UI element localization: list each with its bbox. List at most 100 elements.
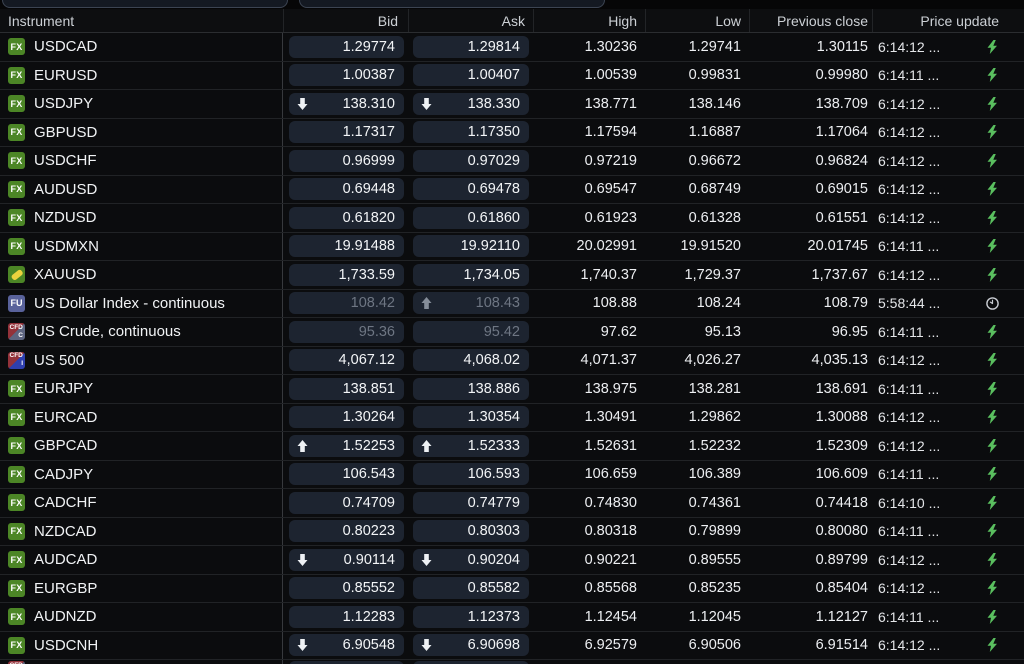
instrument-row[interactable]: FX NZDCAD 0.80223 0.80303 0.80318 0.7989…	[0, 517, 1024, 546]
ask-pill[interactable]: 0.90204	[413, 548, 529, 571]
high-value: 20.02991	[576, 238, 637, 255]
bid-pill[interactable]: 1.52253	[289, 434, 404, 457]
ask-cell: 1.29814	[408, 33, 533, 61]
ask-pill[interactable]: 138.886	[413, 377, 529, 400]
ask-pill[interactable]: 108.43	[413, 292, 529, 315]
ask-pill[interactable]: 0.74779	[413, 491, 529, 514]
high-value: 138.771	[584, 95, 637, 112]
ask-pill[interactable]: 1.00407	[413, 64, 529, 87]
bid-pill[interactable]: 138.851	[289, 377, 404, 400]
ask-pill[interactable]: 1.17350	[413, 121, 529, 144]
instrument-row[interactable]: FX GBPCAD 1.52253 1.52333 1.52631 1.5223…	[0, 432, 1024, 461]
fx-icon: FX	[8, 636, 25, 654]
high-value: 106.659	[584, 466, 637, 483]
instrument-row[interactable]: FX USDCAD 1.29774 1.29814 1.30236 1.2974…	[0, 33, 1024, 62]
status-icon-container	[968, 609, 1016, 624]
instrument-row[interactable]: CFD C US Crude, continuous 95.36 95.42 97…	[0, 318, 1024, 347]
bid-pill[interactable]: 6.90548	[289, 634, 404, 657]
previous-close-value: 0.99980	[815, 67, 868, 84]
toolbar-field-right[interactable]	[299, 0, 605, 8]
bid-pill[interactable]: 138.310	[289, 92, 404, 115]
bid-pill[interactable]: 0.96999	[289, 149, 404, 172]
bid-pill[interactable]: 0.74709	[289, 491, 404, 514]
ask-pill[interactable]: 1.12373	[413, 605, 529, 628]
previous-close-value: 1.52309	[815, 437, 868, 454]
ask-pill[interactable]: 95.42	[413, 320, 529, 343]
toolbar-field-left[interactable]	[2, 0, 288, 8]
bid-pill[interactable]: 108.42	[289, 292, 404, 315]
instrument-row[interactable]: FX NZDUSD 0.61820 0.61860 0.61923 0.6132…	[0, 204, 1024, 233]
instrument-row[interactable]: FX AUDCAD 0.90114 0.90204 0.90221 0.8955…	[0, 546, 1024, 575]
high-value: 0.97219	[584, 152, 637, 169]
ask-pill[interactable]: 1.30354	[413, 406, 529, 429]
column-header-previous-close[interactable]: Previous close	[749, 9, 872, 32]
column-header-low[interactable]: Low	[645, 9, 749, 32]
instrument-row[interactable]: FX EURCAD 1.30264 1.30354 1.30491 1.2986…	[0, 403, 1024, 432]
instrument-row[interactable]: FU US Dollar Index - continuous 108.42 1…	[0, 289, 1024, 318]
ask-price: 108.43	[475, 295, 520, 312]
instrument-row[interactable]: FX AUDUSD 0.69448 0.69478 0.69547 0.6874…	[0, 175, 1024, 204]
bid-pill[interactable]: 4,067.12	[289, 349, 404, 372]
ask-pill[interactable]: 0.97029	[413, 149, 529, 172]
high-value: 6.92579	[584, 637, 637, 654]
ask-pill[interactable]: 106.593	[413, 463, 529, 486]
column-header-bid[interactable]: Bid	[283, 9, 408, 32]
column-header-price-update[interactable]: Price update	[872, 9, 1024, 32]
low-value: 1,729.37	[684, 266, 741, 283]
bid-pill[interactable]: 1.29774	[289, 35, 404, 58]
instrument-row[interactable]: FX USDMXN 19.91488 19.92110 20.02991 19.…	[0, 232, 1024, 261]
ask-pill[interactable]: 1.29814	[413, 35, 529, 58]
bid-pill[interactable]: 1.17317	[289, 121, 404, 144]
instrument-row[interactable]: FX EURGBP 0.85552 0.85582 0.85568 0.8523…	[0, 574, 1024, 603]
instrument-cell: FX EURUSD	[0, 61, 283, 89]
ask-pill[interactable]: 0.85582	[413, 577, 529, 600]
ask-cell: 138.886	[408, 375, 533, 403]
instrument-row[interactable]: FX CADCHF 0.74709 0.74779 0.74830 0.7436…	[0, 489, 1024, 518]
instrument-row[interactable]: FX CADJPY 106.543 106.593 106.659 106.38…	[0, 460, 1024, 489]
instrument-row[interactable]: FX USDJPY 138.310 138.330 138.771 138.14…	[0, 90, 1024, 119]
ask-pill[interactable]: 1,734.05	[413, 263, 529, 286]
column-header-ask[interactable]: Ask	[408, 9, 533, 32]
instrument-row[interactable]: XAUUSD 1,733.59 1,734.05 1,740.37 1,729.…	[0, 261, 1024, 290]
price-update-cell: 6:14:12 ...	[872, 347, 1024, 375]
ask-pill[interactable]: 4,068.02	[413, 349, 529, 372]
bid-pill[interactable]: 0.69448	[289, 178, 404, 201]
instrument-row[interactable]: FX EURJPY 138.851 138.886 138.975 138.28…	[0, 375, 1024, 404]
instrument-row[interactable]: FX USDCHF 0.96999 0.97029 0.97219 0.9667…	[0, 147, 1024, 176]
instrument-row[interactable]: FX USDCNH 6.90548 6.90698 6.92579 6.9050…	[0, 631, 1024, 660]
arrow-down-icon	[421, 639, 432, 652]
bid-pill[interactable]: 1.30264	[289, 406, 404, 429]
update-time: 6:14:12 ...	[878, 437, 941, 454]
bid-pill[interactable]: 0.85552	[289, 577, 404, 600]
ask-pill[interactable]: 19.92110	[413, 235, 529, 258]
update-time: 6:14:12 ...	[878, 152, 941, 169]
bid-pill[interactable]: 0.90114	[289, 548, 404, 571]
instrument-name: US Dollar Index - continuous	[34, 294, 225, 312]
bid-pill[interactable]: 1.12283	[289, 605, 404, 628]
bid-pill[interactable]: 1.00387	[289, 64, 404, 87]
instrument-row[interactable]: FX AUDNZD 1.12283 1.12373 1.12454 1.1204…	[0, 603, 1024, 632]
low-value: 0.79899	[688, 523, 741, 540]
column-header-high[interactable]: High	[533, 9, 645, 32]
ask-pill[interactable]: 138.330	[413, 92, 529, 115]
ask-pill[interactable]: 0.61860	[413, 206, 529, 229]
ask-cell: 108.43	[408, 290, 533, 318]
column-header-instrument[interactable]: Instrument	[8, 12, 75, 29]
bid-pill[interactable]: 19.91488	[289, 235, 404, 258]
live-update-icon	[986, 96, 999, 111]
ask-pill[interactable]: 0.69478	[413, 178, 529, 201]
bid-pill[interactable]: 95.36	[289, 320, 404, 343]
instrument-row[interactable]: FX GBPUSD 1.17317 1.17350 1.17594 1.1688…	[0, 118, 1024, 147]
instrument-row[interactable]: FX EURUSD 1.00387 1.00407 1.00539 0.9983…	[0, 61, 1024, 90]
ask-pill[interactable]: 1.52333	[413, 434, 529, 457]
instrument-row[interactable]: CFD I US 500 4,067.12 4,068.02 4,071.37 4…	[0, 346, 1024, 375]
bid-pill[interactable]: 0.61820	[289, 206, 404, 229]
bid-pill[interactable]: 106.543	[289, 463, 404, 486]
bid-pill[interactable]: 1,733.59	[289, 263, 404, 286]
bid-cell: 0.85552	[283, 575, 408, 603]
ask-pill[interactable]: 0.80303	[413, 520, 529, 543]
ask-pill[interactable]: 6.90698	[413, 634, 529, 657]
bid-pill[interactable]: 0.80223	[289, 520, 404, 543]
ask-cell: 1.30354	[408, 404, 533, 432]
